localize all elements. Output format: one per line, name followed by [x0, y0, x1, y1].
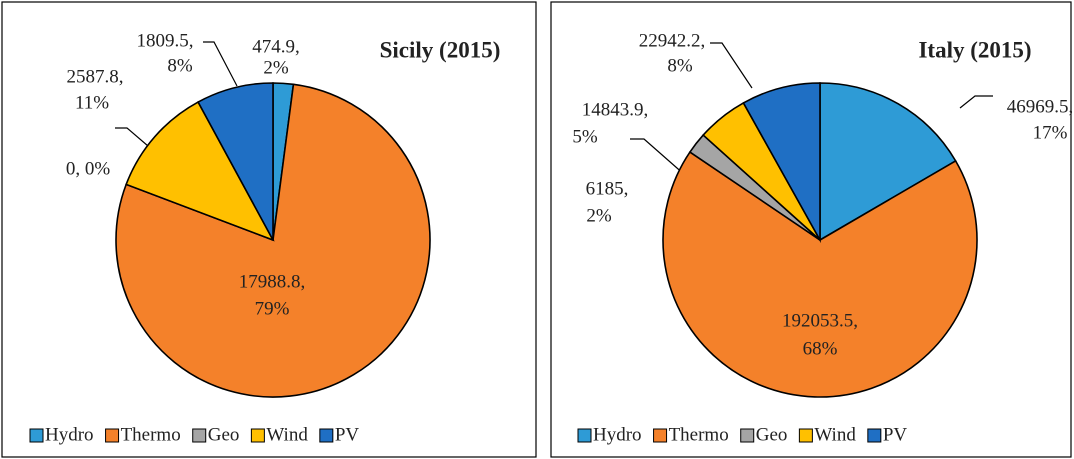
legend-swatch — [577, 428, 592, 443]
leader-line — [115, 127, 156, 153]
legend-label: Thermo — [121, 424, 181, 445]
legend-swatch — [867, 428, 882, 443]
data-label: 17% — [1033, 122, 1068, 143]
legend-swatch — [653, 428, 668, 443]
data-label: 11% — [75, 92, 109, 113]
data-label: 2587.8, — [67, 66, 124, 87]
legend-label: PV — [883, 424, 908, 445]
legend-label: Geo — [756, 424, 788, 445]
pie-slice — [662, 150, 978, 398]
pie-slice — [197, 82, 274, 241]
legend-swatch — [319, 428, 334, 443]
pie-slice — [125, 100, 275, 242]
legend-swatch — [740, 428, 755, 443]
data-label: 5% — [572, 126, 598, 147]
data-label: 68% — [803, 338, 838, 359]
data-label: 22942.2, — [639, 30, 706, 51]
legend-label: Hydro — [45, 424, 94, 445]
leader-line — [959, 95, 993, 109]
legend-label: Wind — [266, 424, 308, 445]
legend-label: Wind — [814, 424, 856, 445]
leader-line — [710, 42, 753, 89]
data-label: 8% — [667, 55, 693, 76]
legend-swatch — [192, 428, 207, 443]
data-label: 192053.5, — [782, 310, 858, 331]
legend-label: Hydro — [593, 424, 642, 445]
chart-title: Sicily (2015) — [380, 37, 501, 62]
legend-swatch — [250, 428, 265, 443]
data-label: 1809.5, — [137, 30, 194, 51]
data-label: 46969.5, — [1007, 96, 1074, 117]
pie-slice — [742, 82, 821, 244]
data-label: 474.9, — [252, 36, 300, 57]
legend-label: PV — [335, 424, 360, 445]
pie-slice — [819, 82, 957, 242]
data-label: 2% — [586, 205, 612, 226]
legend-swatch — [798, 428, 813, 443]
data-label: 14843.9, — [582, 99, 649, 120]
legend-label: Thermo — [669, 424, 729, 445]
chart-title: Italy (2015) — [918, 37, 1031, 62]
data-label: 6185, — [586, 178, 629, 199]
legend-swatch — [29, 428, 44, 443]
data-label: 8% — [167, 55, 193, 76]
legend-swatch — [105, 428, 120, 443]
data-label: 17988.8, — [239, 271, 306, 292]
data-label: 79% — [255, 298, 290, 319]
legend-label: Geo — [208, 424, 240, 445]
leader-line — [203, 41, 238, 87]
data-label: 0, 0% — [66, 158, 111, 179]
data-label: 2% — [263, 57, 289, 78]
